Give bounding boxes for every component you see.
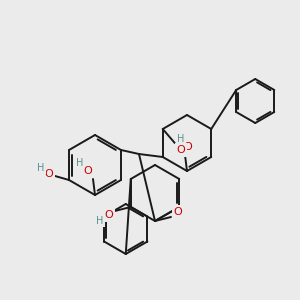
Text: H: H <box>96 216 103 226</box>
Text: H: H <box>37 163 45 173</box>
Text: H: H <box>177 134 185 144</box>
Text: H: H <box>76 158 84 168</box>
Text: O: O <box>176 145 185 155</box>
Text: O: O <box>45 169 53 179</box>
Text: O: O <box>174 207 182 217</box>
Text: O: O <box>84 166 92 176</box>
Text: O: O <box>104 210 113 220</box>
Text: O: O <box>184 142 192 152</box>
